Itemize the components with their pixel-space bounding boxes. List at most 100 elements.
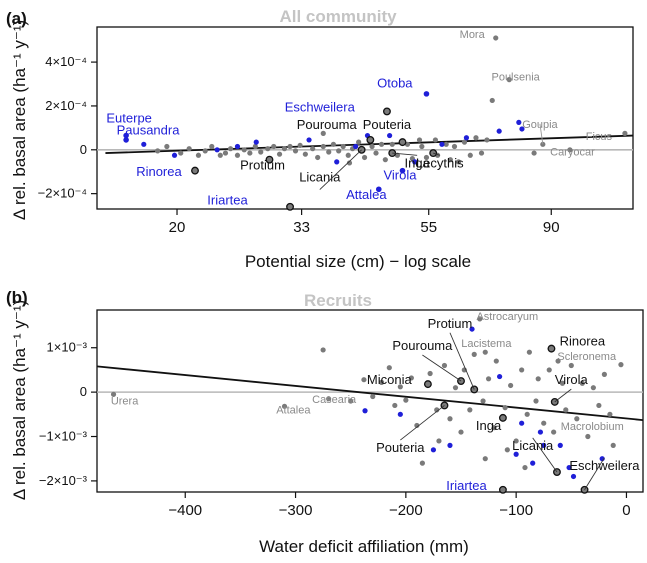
gray-data-point: [419, 143, 425, 150]
species-label-astrocaryum: Astrocaryum: [476, 311, 538, 323]
blue-data-point: [496, 128, 502, 134]
gray-data-point: [519, 367, 525, 373]
leader-line: [554, 388, 572, 403]
y-tick-label: −1×10⁻³: [39, 429, 88, 444]
gray-data-point: [345, 152, 351, 158]
blue-data-point: [306, 137, 312, 143]
species-label-pourouma: Pourouma: [297, 117, 358, 132]
gray-data-point: [186, 146, 192, 152]
blue-data-point: [214, 147, 220, 153]
blue-data-point: [516, 119, 522, 125]
gray-data-point: [585, 433, 591, 440]
blue-data-point: [171, 152, 178, 158]
leader-line: [392, 152, 418, 156]
gray-data-point: [524, 411, 530, 417]
gray-data-point: [336, 148, 342, 154]
gray-data-point: [447, 416, 453, 422]
gray-data-point: [618, 362, 624, 368]
gray-data-point: [386, 365, 392, 371]
panel-b-species-labels: Protium Pourouma Miconia Pouteria Inga Rinore…: [111, 311, 640, 493]
gray-data-point: [452, 385, 459, 391]
gray-data-point: [533, 398, 539, 404]
gray-data-point: [389, 141, 395, 147]
panel-b: (b) Recruits Δ rel. basal area (ha⁻¹ y⁻¹…: [6, 288, 644, 556]
leader-line: [422, 354, 462, 382]
blue-data-point: [141, 141, 147, 147]
species-label-mora: Mora: [460, 29, 486, 41]
gray-data-point: [281, 146, 288, 152]
blue-data-point: [439, 141, 445, 147]
gray-data-point: [403, 397, 409, 403]
gray-data-point: [467, 152, 473, 158]
panel-b-y-axis-label: Δ rel. basal area (ha⁻¹ y⁻¹): [10, 300, 29, 500]
species-point-protium: [265, 155, 274, 164]
x-tick-label: 55: [420, 219, 437, 236]
blue-data-point: [334, 159, 340, 165]
leader-line: [433, 152, 440, 156]
x-tick-label: −400: [168, 502, 202, 519]
gray-data-point: [491, 425, 497, 431]
panel-a-fit-line-group: [105, 134, 634, 154]
species-point-pourouma: [457, 377, 465, 385]
species-point-iriartea: [286, 202, 294, 211]
gray-data-point: [276, 151, 283, 157]
gray-data-point: [451, 143, 458, 150]
blue-data-point: [253, 139, 259, 145]
blue-data-point: [430, 447, 437, 453]
blue-data-point: [541, 442, 547, 448]
blue-data-point: [519, 420, 525, 426]
species-label-lecythis: Lecythis: [416, 155, 464, 170]
leader-line: [400, 405, 445, 441]
species-label-attalea: Attalea: [346, 187, 387, 202]
gray-data-point: [596, 402, 602, 409]
gray-data-point: [482, 456, 488, 462]
species-label-rinorea: Rinorea: [136, 164, 182, 179]
gray-data-point: [378, 379, 385, 385]
blue-data-point: [497, 373, 503, 380]
panel-b-x-ticks: −400 −300 −200 −100 0: [168, 492, 631, 519]
species-label-pausandra: Pausandra: [117, 122, 181, 137]
species-point-attalea: [281, 403, 288, 409]
species-point-poulsenia: [506, 77, 512, 83]
gray-data-point: [522, 464, 528, 471]
gray-data-point: [432, 137, 439, 143]
leader-line: [584, 457, 605, 491]
gray-data-point: [546, 367, 552, 373]
gray-data-point: [493, 358, 499, 364]
species-label-lacistema: Lacistema: [461, 338, 512, 350]
y-tick-label: −2×10⁻⁴: [38, 186, 87, 201]
panel-b-label: (b): [6, 288, 28, 307]
gray-data-point: [455, 159, 462, 165]
x-tick-label: 33: [293, 219, 310, 236]
blue-data-point: [537, 429, 544, 435]
panel-a-x-axis-label: Potential size (cm) − log scale: [245, 252, 471, 271]
y-tick-label: 2×10⁻⁴: [45, 98, 87, 113]
species-label-inga: Inga: [476, 418, 502, 433]
x-tick-label: −100: [499, 502, 533, 519]
gray-data-point: [320, 143, 326, 150]
panel-a-x-ticks: 20 33 55 90: [169, 209, 560, 236]
species-label-licania: Licania: [512, 438, 554, 453]
gray-data-point: [416, 137, 423, 143]
blue-data-point: [387, 132, 393, 139]
species-point-protium: [470, 385, 479, 394]
panel-a-y-ticks: −2×10⁻⁴ 0 2×10⁻⁴ 4×10⁻⁴: [38, 54, 97, 201]
gray-data-point: [485, 376, 492, 382]
gray-data-point: [447, 157, 453, 163]
species-label-eschweilera: Eschweilera: [285, 99, 356, 114]
gray-data-point: [610, 442, 616, 448]
gray-data-point: [227, 146, 234, 152]
species-point-euterpe: [123, 132, 129, 139]
species-label-scleronema: Scleronema: [557, 351, 617, 363]
blue-data-point: [447, 442, 453, 448]
gray-data-point: [535, 376, 541, 382]
species-label-protium: Protium: [240, 158, 285, 173]
species-point-urera: [110, 391, 117, 397]
species-label-urera: Urera: [111, 396, 139, 408]
y-tick-label: 0: [80, 142, 87, 157]
gray-data-point: [436, 438, 442, 444]
blue-data-point: [463, 135, 470, 141]
gray-data-point: [361, 377, 367, 383]
panel-a-y-axis-label: Δ rel. basal area (ha⁻¹ y⁻¹): [10, 20, 29, 220]
species-label-iriartea: Iriartea: [207, 193, 248, 208]
